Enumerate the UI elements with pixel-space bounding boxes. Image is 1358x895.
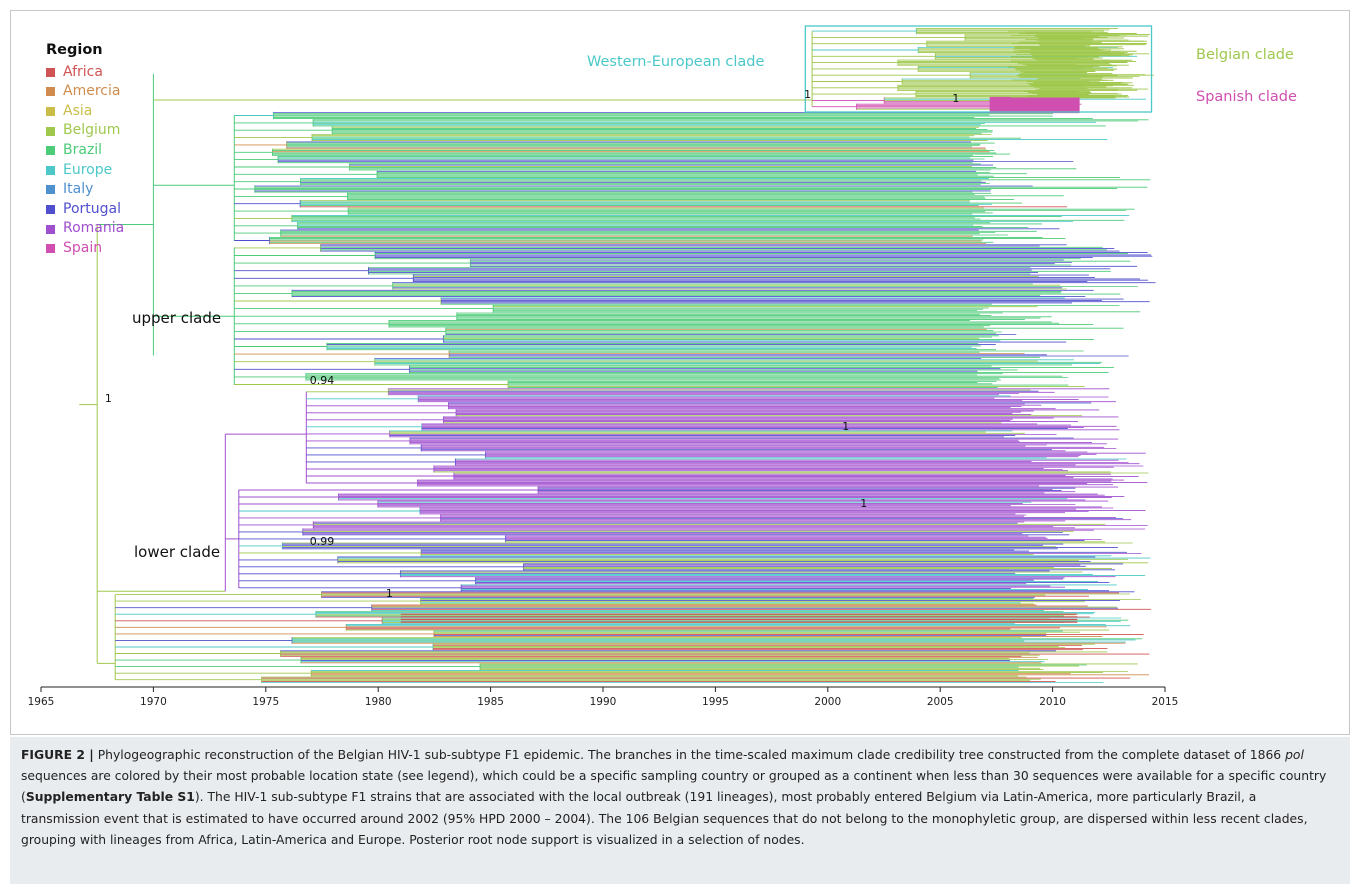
phylogenetic-tree: 1965 1970 1975 1980 1985 1990 1995 2000 2005 2010… — [28, 25, 1179, 708]
belgian-clade-label: Belgian clade — [1196, 47, 1294, 63]
legend-swatch — [46, 126, 55, 136]
legend-item-belgium: Belgium — [46, 121, 124, 141]
caption-text-1: Phylogeographic reconstruction of the Be… — [93, 748, 1286, 762]
x-tick-label: 1990 — [590, 696, 617, 708]
legend-swatch — [46, 224, 55, 234]
legend-label: Brazil — [63, 141, 103, 158]
node-support-label: 0.99 — [309, 535, 335, 549]
legend-swatch — [46, 67, 55, 77]
tree-branches — [79, 28, 1156, 683]
x-tick-label: 1980 — [365, 696, 392, 708]
x-tick-label: 1965 — [28, 696, 55, 708]
node-support-label: 0.94 — [309, 373, 335, 387]
legend-swatch — [46, 185, 55, 195]
figure-caption: FIGURE 2 | Phylogeographic reconstructio… — [10, 737, 1350, 884]
x-tick-label: 2000 — [814, 696, 841, 708]
western-european-clade-box — [804, 25, 1153, 113]
x-tick-label: 2015 — [1152, 696, 1179, 708]
legend-label: Italy — [63, 181, 94, 198]
caption-bold-ref: Supplementary Table S1 — [25, 790, 195, 805]
lower-clade-label: lower clade — [134, 543, 221, 561]
region-legend: Region Africa Amercia Asia Belgium Brazil Eur… — [46, 41, 124, 259]
legend-item-asia: Asia — [46, 102, 124, 122]
legend-item-brazil: Brazil — [46, 141, 124, 161]
node-support-label: 1 — [804, 88, 812, 102]
node-support-label: 1 — [104, 391, 112, 405]
legend-label: Africa — [63, 63, 103, 80]
legend-item-portugal: Portugal — [46, 200, 124, 220]
x-tick-label: 2010 — [1039, 696, 1066, 708]
legend-item-africa: Africa — [46, 63, 124, 83]
node-support-label: 1 — [860, 497, 868, 511]
spanish-clade-label: Spanish clade — [1196, 89, 1297, 105]
x-tick-label: 1970 — [140, 696, 167, 708]
legend-item-amercia: Amercia — [46, 82, 124, 102]
node-support-label: 1 — [385, 586, 393, 600]
legend-swatch — [46, 87, 55, 97]
legend-swatch — [46, 146, 55, 156]
legend-label: Romania — [63, 220, 125, 237]
legend-item-europe: Europe — [46, 161, 124, 181]
upper-clade-label: upper clade — [132, 309, 222, 327]
x-tick-label: 1975 — [252, 696, 279, 708]
caption-text-2: sequences are colored by their most prob… — [21, 769, 1327, 805]
legend-swatch — [46, 165, 55, 175]
legend-label: Belgium — [63, 122, 121, 139]
legend-label: Portugal — [63, 200, 121, 217]
legend-swatch — [46, 205, 55, 215]
node-support-label: 1 — [842, 420, 850, 434]
figure-panel: 1965 1970 1975 1980 1985 1990 1995 2000 2005 2010… — [10, 10, 1350, 735]
x-tick-label: 1995 — [702, 696, 729, 708]
legend-label: Amercia — [63, 83, 121, 100]
legend-label: Europe — [63, 161, 113, 178]
node-support-label: 1 — [952, 92, 960, 106]
x-tick-label: 2005 — [927, 696, 954, 708]
caption-text-3: ). The HIV-1 sub-subtype F1 strains that… — [21, 790, 1308, 847]
legend-item-italy: Italy — [46, 180, 124, 200]
x-axis: 1965 1970 1975 1980 1985 1990 1995 2000 2005 2010… — [28, 686, 1179, 708]
legend-item-spain: Spain — [46, 239, 124, 259]
legend-swatch — [46, 244, 55, 254]
legend-items: Africa Amercia Asia Belgium Brazil Europe Ital… — [46, 63, 124, 259]
legend-item-romania: Romania — [46, 219, 124, 239]
legend-label: Spain — [63, 239, 103, 256]
x-tick-label: 1985 — [477, 696, 504, 708]
legend-label: Asia — [63, 102, 93, 119]
legend-swatch — [46, 107, 55, 117]
caption-label: FIGURE 2 | — [21, 748, 94, 762]
legend-title: Region — [46, 42, 103, 58]
western-european-clade-label: Western-European clade — [587, 54, 765, 70]
caption-italic: pol — [1285, 748, 1304, 762]
